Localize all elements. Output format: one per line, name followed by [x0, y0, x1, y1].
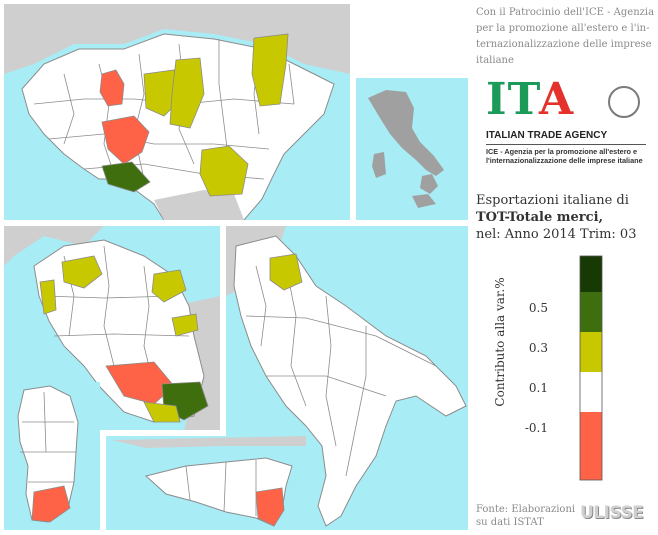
color-legend: Contributo alla var.% 0.5 0.3 0.1 -0.1 — [493, 255, 603, 481]
title-line-1: Esportazioni italiane di — [476, 193, 629, 208]
province-negative-1 — [31, 485, 71, 523]
logo-letter-a: A — [538, 74, 575, 125]
logo-mark-icon — [608, 86, 640, 118]
legend-frame — [579, 255, 603, 481]
province-negative-2 — [101, 115, 150, 165]
province-negative-1 — [99, 69, 125, 107]
foreign-land — [4, 4, 350, 74]
patronage-line: ternazionalizzazione delle imprese — [476, 39, 652, 50]
source-line: su dati ISTAT — [476, 517, 544, 528]
map-panel-sicily — [106, 436, 306, 530]
patronage-line: italiane — [476, 55, 514, 66]
source-note: Fonte: Elaborazioni su dati ISTAT — [476, 503, 575, 529]
source-line: Fonte: Elaborazioni — [476, 504, 576, 515]
central-land — [154, 190, 244, 220]
legend-tick: 0.1 — [529, 381, 548, 395]
legend-class-negative — [580, 412, 602, 480]
logo-divider — [486, 144, 646, 145]
province-borders — [20, 391, 76, 483]
sardinia-mini — [372, 152, 386, 178]
north-land — [4, 226, 104, 266]
legend-tick: -0.1 — [525, 421, 548, 435]
ita-logo: ITA ITALIAN TRADE AGENCY ICE - Agenzia p… — [486, 78, 646, 166]
title-line-2: TOT-Totale merci, — [476, 210, 604, 225]
logo-letter-i: I — [486, 74, 508, 125]
province-positive-mid-1 — [101, 161, 151, 193]
province-positive-low-1 — [269, 253, 303, 291]
map-title: Esportazioni italiane di TOT-Totale merc… — [476, 192, 656, 243]
patronage-text: Con il Patrocinio dell'ICE - Agenzia per… — [476, 5, 654, 69]
logo-desc-line: l'internazionalizzazione delle imprese i… — [486, 156, 643, 165]
sardinia-map — [17, 385, 79, 523]
logo-name: ITALIAN TRADE AGENCY — [486, 130, 608, 141]
province-positive-low-1 — [61, 255, 103, 289]
logo-description: ICE - Agenzia per la promozione all'este… — [486, 147, 643, 165]
province-positive-low-2 — [39, 279, 57, 315]
province-positive-low-4 — [199, 145, 249, 197]
map-panel-italy-overview — [356, 78, 468, 220]
patronage-line: per la promozione all'estero e l'in- — [476, 23, 650, 34]
north-italy-map — [4, 4, 350, 220]
ulisse-brand: ULISSE — [580, 503, 644, 523]
province-positive-low-3 — [151, 269, 187, 303]
calabria — [420, 174, 438, 194]
south-italy-map — [226, 226, 467, 527]
province-borders — [185, 460, 257, 516]
legend-axis-label: Contributo alla var.% — [493, 277, 507, 406]
logo-desc-line: ICE - Agenzia per la promozione all'este… — [486, 147, 638, 156]
map-panel-central-italy — [4, 226, 220, 430]
south-land — [233, 235, 467, 527]
legend-class-high — [580, 256, 602, 292]
sicily-map — [112, 436, 306, 527]
map-panel-north-italy — [4, 4, 350, 220]
province-positive-low-2 — [169, 57, 205, 129]
legend-class-mid — [580, 292, 602, 332]
calabria-land — [112, 436, 306, 448]
province-positive-low-5 — [143, 401, 181, 423]
central-italy-map — [4, 226, 220, 430]
patronage-line: Con il Patrocinio dell'ICE - Agenzia — [476, 7, 655, 18]
logo-letter-t: T — [507, 74, 539, 125]
title-line-3: nel: Anno 2014 Trim: 03 — [476, 227, 637, 242]
province-positive-low-3 — [251, 33, 289, 107]
italy-silhouette — [368, 90, 444, 176]
legend-tick: 0.3 — [529, 341, 548, 355]
province-positive-low-4 — [171, 313, 199, 337]
legend-tick: 0.5 — [529, 301, 548, 315]
italy-overview-map — [368, 90, 444, 208]
legend-class-neutral — [580, 372, 602, 412]
legend-class-low — [580, 332, 602, 372]
sicily-mini — [412, 194, 436, 208]
logo-letters: ITA — [486, 78, 574, 122]
province-negative-1 — [255, 487, 285, 527]
province-borders — [245, 265, 437, 477]
map-panel-sardinia — [4, 382, 100, 530]
